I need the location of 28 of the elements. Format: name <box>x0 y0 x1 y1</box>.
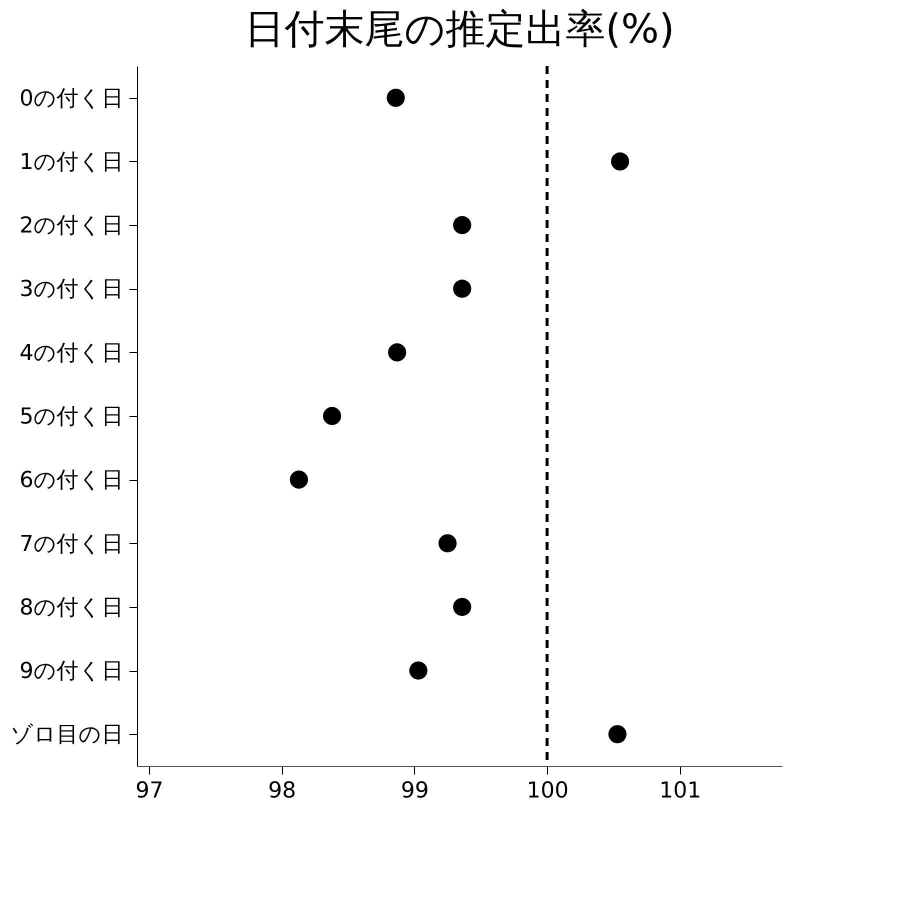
y-tick-label: 6の付く日 <box>20 468 124 494</box>
point <box>453 216 472 234</box>
y-tick-label: 5の付く日 <box>20 404 124 430</box>
y-tick-label: 8の付く日 <box>20 595 124 620</box>
point <box>438 534 457 552</box>
x-tick-label: 97 <box>135 778 164 804</box>
point <box>386 88 405 107</box>
y-tick-label: 0の付く日 <box>20 86 124 112</box>
point <box>388 343 406 362</box>
point <box>453 280 472 298</box>
point <box>409 661 428 680</box>
point <box>608 725 627 744</box>
chart-title: 日付末尾の推定出率(%) <box>244 6 675 52</box>
point <box>611 152 630 171</box>
x-tick-label: 100 <box>526 778 569 804</box>
x-tick-label: 98 <box>268 778 296 804</box>
y-tick-label: 2の付く日 <box>20 214 124 239</box>
y-tick-label: 9の付く日 <box>20 659 124 684</box>
y-tick-label: 7の付く日 <box>20 532 124 557</box>
point <box>453 598 472 616</box>
x-tick-label: 99 <box>400 778 429 804</box>
y-tick-label: ゾロ目の日 <box>10 722 124 748</box>
x-tick-label: 101 <box>659 778 702 804</box>
point <box>290 470 308 489</box>
y-tick-label: 3の付く日 <box>20 277 124 302</box>
point <box>323 406 342 426</box>
y-tick-label: 4の付く日 <box>20 340 124 366</box>
y-tick-label: 1の付く日 <box>20 150 124 175</box>
